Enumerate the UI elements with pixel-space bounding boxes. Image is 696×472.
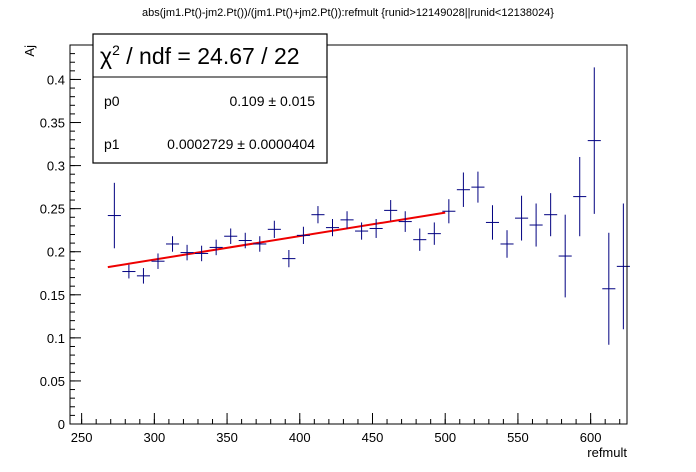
data-point xyxy=(529,203,543,247)
data-point xyxy=(282,250,296,268)
data-point xyxy=(369,218,383,238)
x-tick-label: 550 xyxy=(507,430,529,445)
data-point xyxy=(296,226,310,244)
y-tick-label: 0.05 xyxy=(40,374,65,389)
data-point xyxy=(544,193,558,237)
x-tick-label: 500 xyxy=(434,430,456,445)
y-tick-label: 0.35 xyxy=(40,116,65,131)
y-tick-label: 0.2 xyxy=(47,245,65,260)
data-point xyxy=(587,67,601,214)
data-point xyxy=(573,156,587,237)
data-point xyxy=(195,245,209,262)
data-point xyxy=(616,203,630,330)
data-point xyxy=(602,232,616,345)
y-tick-label: 0.4 xyxy=(47,72,65,87)
y-tick-label: 0.1 xyxy=(47,331,65,346)
stats-param-value-p1: 0.0002729 ± 0.0000404 xyxy=(167,136,315,152)
stats-header-chi: χ xyxy=(100,43,112,69)
data-point xyxy=(427,222,441,245)
data-point xyxy=(485,205,500,240)
data-point xyxy=(384,200,398,221)
y-axis-title: Aj xyxy=(22,45,37,57)
x-tick-label: 450 xyxy=(362,430,384,445)
data-point xyxy=(180,244,194,261)
data-point xyxy=(151,253,165,269)
chart-marks xyxy=(107,67,630,345)
data-point xyxy=(500,230,514,258)
y-tick-label: 0.3 xyxy=(47,159,65,174)
data-point xyxy=(107,182,121,249)
data-point xyxy=(471,171,485,203)
data-point xyxy=(325,218,340,237)
data-point xyxy=(456,172,470,207)
x-tick-label: 600 xyxy=(580,430,602,445)
data-point xyxy=(398,211,412,232)
stats-box: χ2 / ndf = 24.67 / 22 p0 0.109 ± 0.015 p… xyxy=(92,33,328,164)
y-tick-label: 0 xyxy=(58,417,65,432)
data-point xyxy=(442,199,456,224)
x-tick-label: 250 xyxy=(71,430,93,445)
data-point xyxy=(122,264,136,279)
data-point xyxy=(515,195,529,241)
data-point xyxy=(165,236,180,252)
data-point xyxy=(340,211,354,229)
stats-param-value-p0: 0.109 ± 0.015 xyxy=(229,93,315,109)
stats-param-name-p1: p1 xyxy=(104,136,120,152)
stats-param-name-p0: p0 xyxy=(104,93,120,109)
stats-box-frame xyxy=(92,33,328,164)
chart-title: abs(jm1.Pt()-jm2.Pt())/(jm1.Pt()+jm2.Pt(… xyxy=(142,7,554,19)
fit-line xyxy=(107,211,446,269)
stats-header: χ2 / ndf = 24.67 / 22 xyxy=(100,42,300,69)
data-point xyxy=(413,228,427,251)
x-tick-label: 400 xyxy=(289,430,311,445)
data-point xyxy=(558,214,572,298)
data-point xyxy=(238,232,252,249)
data-point xyxy=(209,239,223,256)
data-point xyxy=(267,220,281,238)
data-point xyxy=(253,236,267,252)
axis-ticks: 0 0.05 0.1 0.15 0.2 0.25 0.3 0.35 0.4 250 300 350 40… xyxy=(40,44,621,445)
plot-frame xyxy=(69,44,628,425)
stats-header-rest: / ndf = 24.67 / 22 xyxy=(120,43,300,69)
x-tick-label: 350 xyxy=(216,430,238,445)
data-point xyxy=(311,206,325,224)
x-tick-label: 300 xyxy=(143,430,165,445)
data-point xyxy=(136,268,150,284)
data-point xyxy=(355,222,369,240)
x-axis-title: refmult xyxy=(587,445,627,460)
data-point xyxy=(224,228,238,244)
stats-header-sup: 2 xyxy=(112,42,120,58)
y-tick-label: 0.15 xyxy=(40,288,65,303)
y-tick-label: 0.25 xyxy=(40,202,65,217)
